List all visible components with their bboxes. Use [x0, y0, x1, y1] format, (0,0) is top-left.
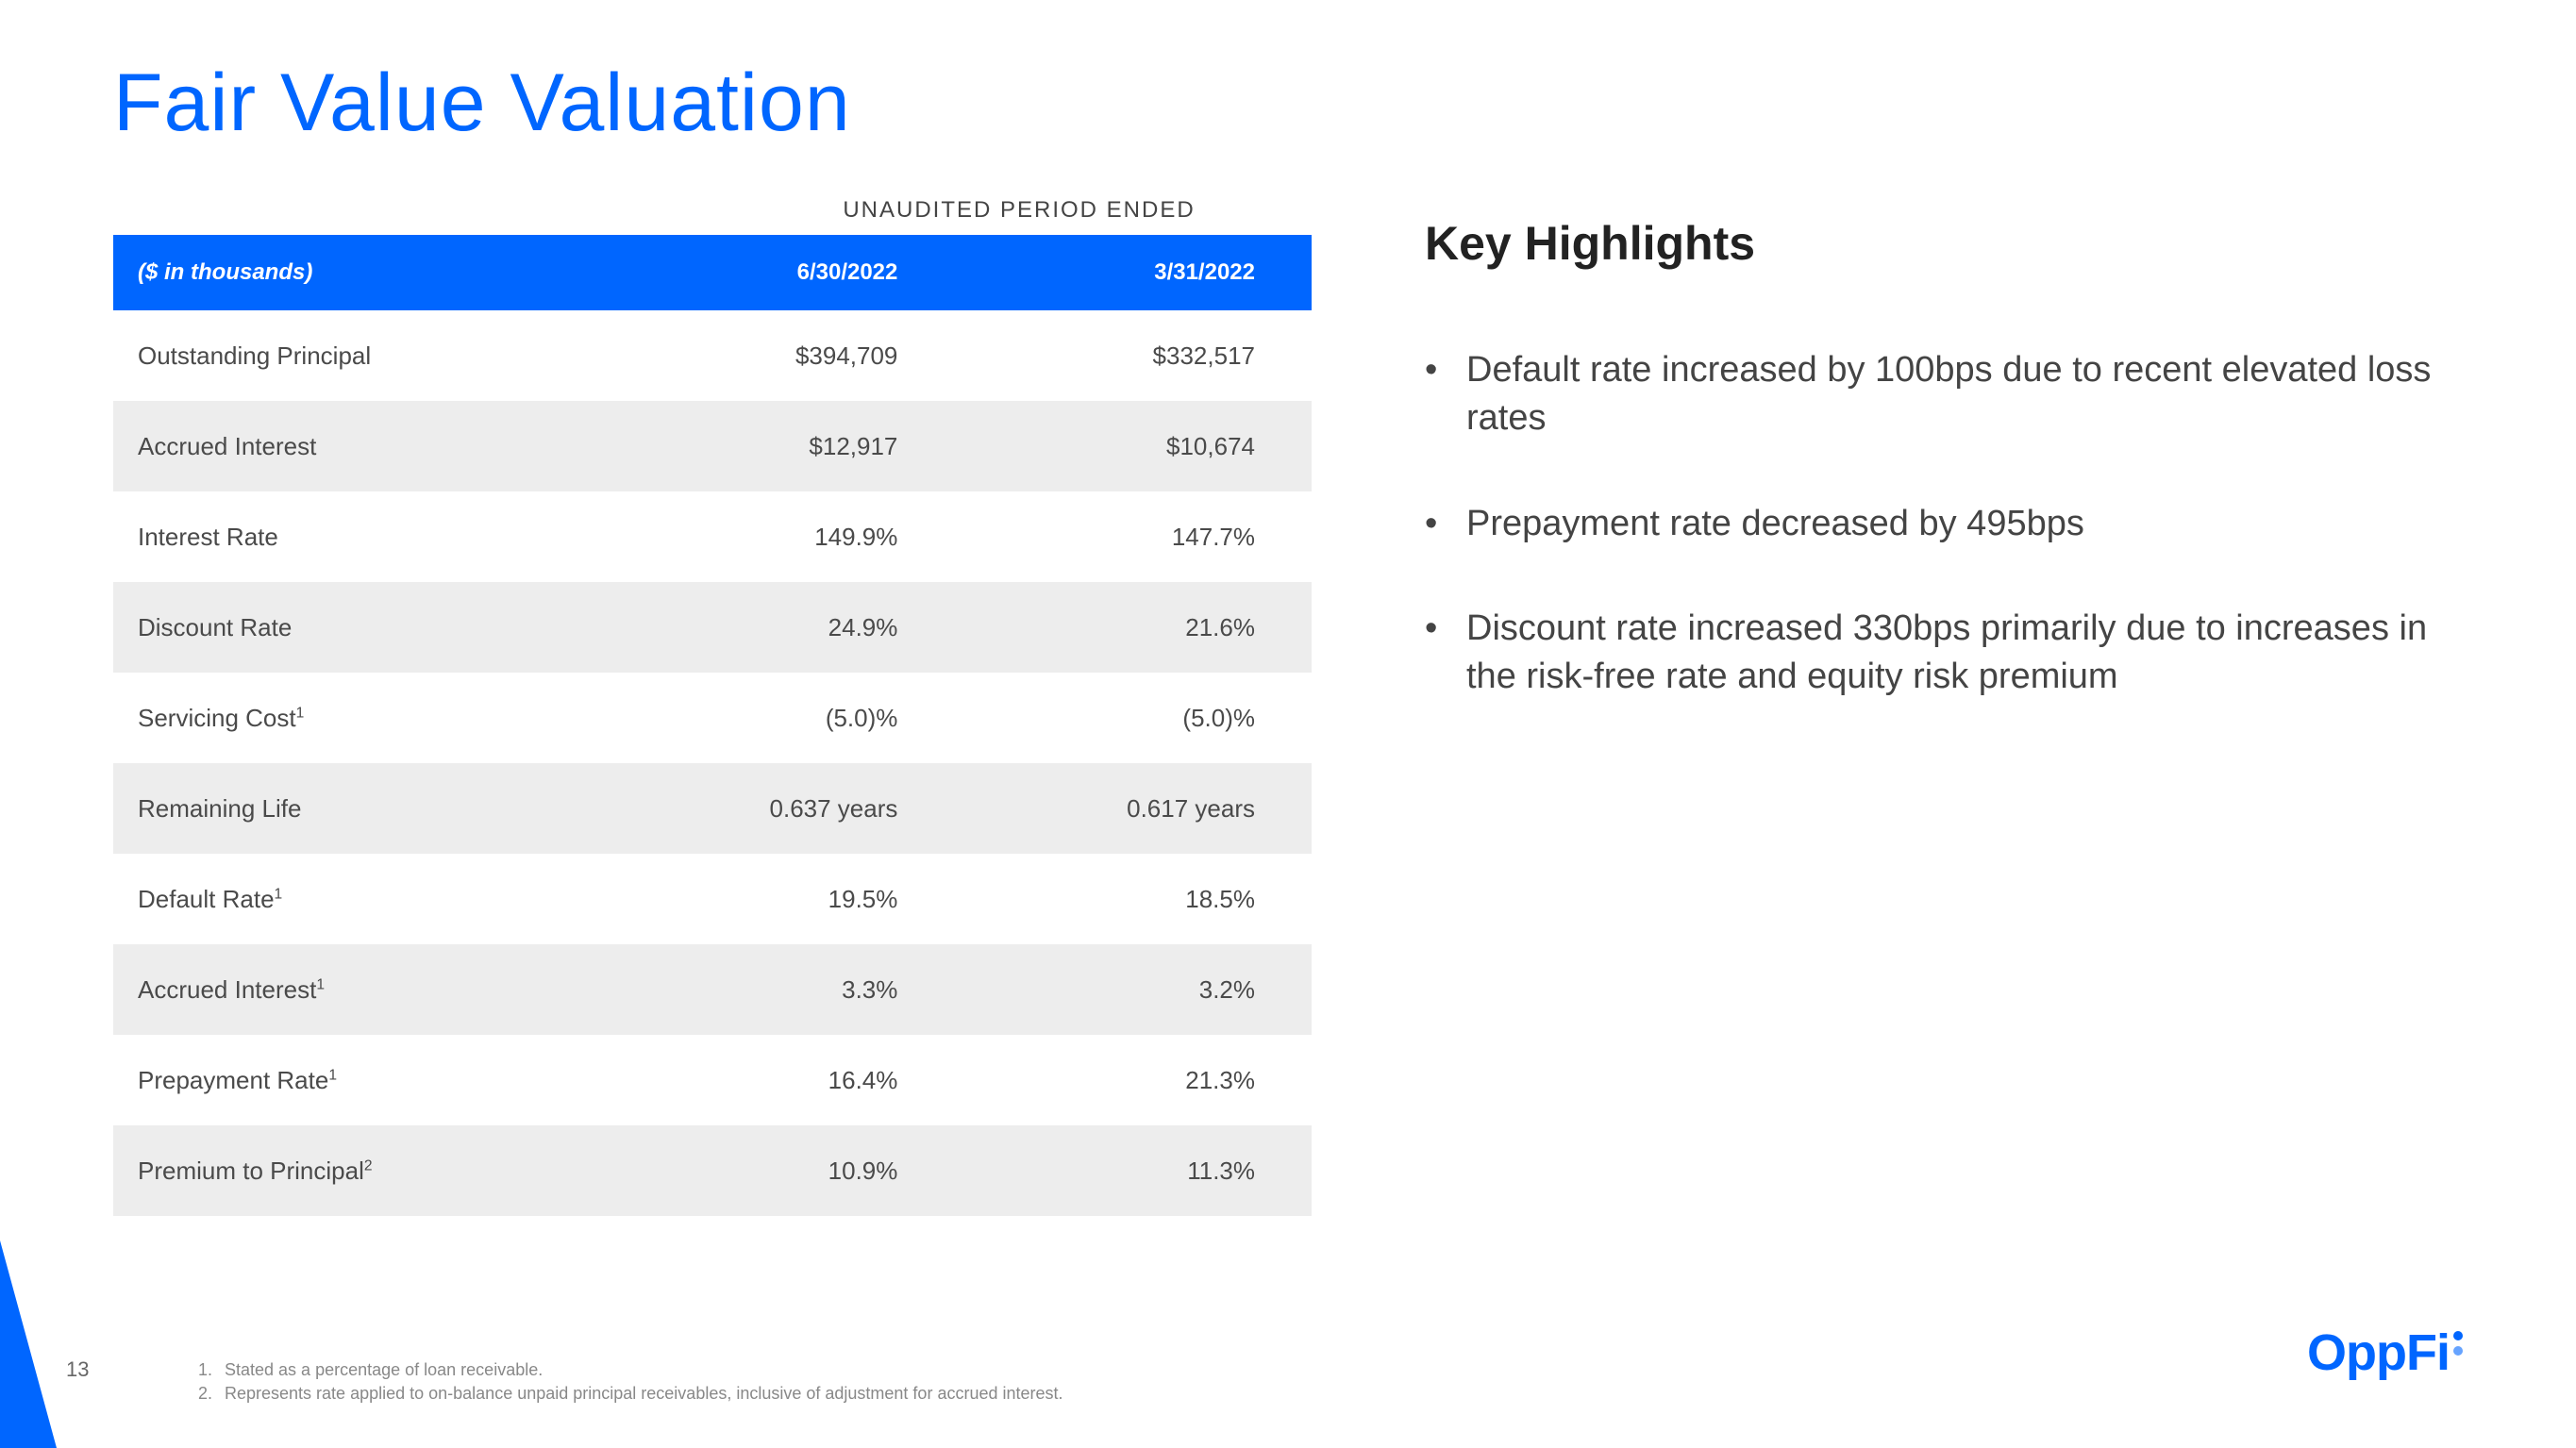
row-value-col1: 149.9% — [597, 491, 955, 582]
footnote-ref: 1 — [316, 976, 325, 992]
slide: Fair Value Valuation UNAUDITED PERIOD EN… — [0, 0, 2576, 1448]
row-label: Default Rate1 — [113, 854, 597, 944]
row-value-col2: 21.6% — [954, 582, 1312, 673]
table-row: Remaining Life0.637 years0.617 years — [113, 763, 1312, 854]
row-value-col1: 3.3% — [597, 944, 955, 1035]
table-row: Prepayment Rate116.4%21.3% — [113, 1035, 1312, 1125]
header-label: ($ in thousands) — [113, 235, 597, 310]
row-value-col2: $332,517 — [954, 310, 1312, 401]
corner-accent — [0, 1240, 57, 1448]
row-value-col2: 3.2% — [954, 944, 1312, 1035]
row-label: Interest Rate — [113, 491, 597, 582]
row-label: Discount Rate — [113, 582, 597, 673]
row-label: Premium to Principal2 — [113, 1125, 597, 1216]
row-value-col2: 0.617 years — [954, 763, 1312, 854]
footnote-text: Stated as a percentage of loan receivabl… — [225, 1358, 543, 1382]
highlights-list: Default rate increased by 100bps due to … — [1425, 346, 2463, 701]
header-col2: 3/31/2022 — [954, 235, 1312, 310]
table-body: Outstanding Principal$394,709$332,517Acc… — [113, 310, 1312, 1216]
row-value-col2: 21.3% — [954, 1035, 1312, 1125]
content-area: UNAUDITED PERIOD ENDED ($ in thousands) … — [113, 197, 2463, 1216]
table-row: Default Rate119.5%18.5% — [113, 854, 1312, 944]
header-col1: 6/30/2022 — [597, 235, 955, 310]
table-header-row: ($ in thousands) 6/30/2022 3/31/2022 — [113, 235, 1312, 310]
footnote-ref: 1 — [275, 886, 283, 902]
table-row: Outstanding Principal$394,709$332,517 — [113, 310, 1312, 401]
row-value-col2: 18.5% — [954, 854, 1312, 944]
row-value-col1: (5.0)% — [597, 673, 955, 763]
table-row: Interest Rate149.9%147.7% — [113, 491, 1312, 582]
page-title: Fair Value Valuation — [113, 57, 2463, 150]
row-label: Accrued Interest1 — [113, 944, 597, 1035]
row-label: Prepayment Rate1 — [113, 1035, 597, 1125]
logo-dots-icon — [2453, 1331, 2463, 1356]
row-value-col1: 10.9% — [597, 1125, 955, 1216]
highlight-item: Prepayment rate decreased by 495bps — [1425, 500, 2463, 548]
row-value-col1: 16.4% — [597, 1035, 955, 1125]
row-value-col2: 147.7% — [954, 491, 1312, 582]
table-row: Accrued Interest$12,917$10,674 — [113, 401, 1312, 491]
highlight-item: Discount rate increased 330bps primarily… — [1425, 605, 2463, 702]
row-value-col2: 11.3% — [954, 1125, 1312, 1216]
footnote: 2. Represents rate applied to on-balance … — [198, 1382, 1063, 1406]
highlights-title: Key Highlights — [1425, 216, 2463, 271]
table-row: Discount Rate24.9%21.6% — [113, 582, 1312, 673]
row-value-col1: 24.9% — [597, 582, 955, 673]
highlights-section: Key Highlights Default rate increased by… — [1425, 197, 2463, 1216]
logo-text: OppFi — [2307, 1323, 2450, 1382]
row-label: Servicing Cost1 — [113, 673, 597, 763]
footnote-number: 1. — [198, 1358, 215, 1382]
page-number: 13 — [66, 1357, 89, 1382]
highlight-item: Default rate increased by 100bps due to … — [1425, 346, 2463, 443]
row-value-col1: $12,917 — [597, 401, 955, 491]
valuation-table: ($ in thousands) 6/30/2022 3/31/2022 Out… — [113, 235, 1312, 1216]
row-label: Remaining Life — [113, 763, 597, 854]
footnote-text: Represents rate applied to on-balance un… — [225, 1382, 1063, 1406]
table-row: Premium to Principal210.9%11.3% — [113, 1125, 1312, 1216]
footnote-number: 2. — [198, 1382, 215, 1406]
row-value-col2: (5.0)% — [954, 673, 1312, 763]
row-value-col1: 0.637 years — [597, 763, 955, 854]
table-row: Servicing Cost1(5.0)%(5.0)% — [113, 673, 1312, 763]
table-section: UNAUDITED PERIOD ENDED ($ in thousands) … — [113, 197, 1312, 1216]
row-label: Accrued Interest — [113, 401, 597, 491]
footnote-ref: 2 — [364, 1157, 373, 1173]
row-value-col1: 19.5% — [597, 854, 955, 944]
row-value-col1: $394,709 — [597, 310, 955, 401]
row-label: Outstanding Principal — [113, 310, 597, 401]
footnotes: 1. Stated as a percentage of loan receiva… — [198, 1358, 1063, 1406]
table-row: Accrued Interest13.3%3.2% — [113, 944, 1312, 1035]
row-value-col2: $10,674 — [954, 401, 1312, 491]
brand-logo: OppFi — [2307, 1323, 2463, 1382]
footnote: 1. Stated as a percentage of loan receiva… — [198, 1358, 1063, 1382]
period-label: UNAUDITED PERIOD ENDED — [727, 197, 1312, 224]
footnote-ref: 1 — [328, 1067, 337, 1083]
footnote-ref: 1 — [296, 705, 305, 721]
